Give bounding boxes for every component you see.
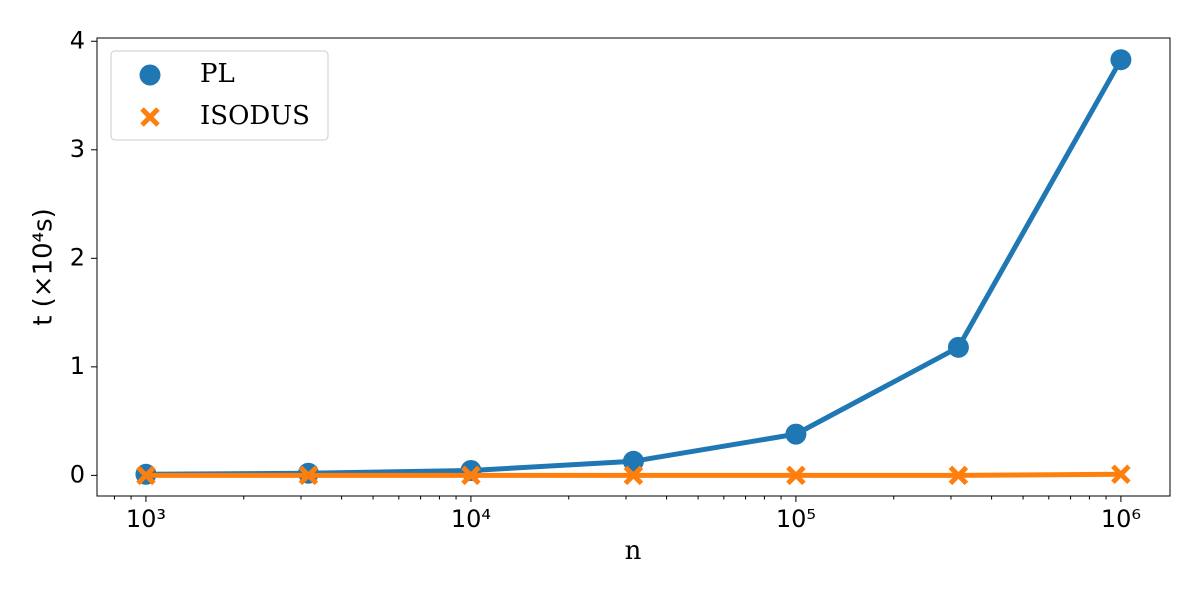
x-tick-label: 10⁵ bbox=[776, 505, 816, 533]
x-tick-label: 10⁶ bbox=[1101, 505, 1141, 533]
marker-circle bbox=[785, 423, 807, 445]
y-tick-label: 0 bbox=[70, 460, 85, 488]
marker-x bbox=[948, 465, 969, 486]
x-tick-label: 10³ bbox=[126, 505, 166, 533]
marker-circle bbox=[1110, 49, 1132, 71]
marker-x bbox=[1111, 464, 1131, 485]
legend-marker bbox=[139, 64, 161, 86]
y-axis-label: t (×10⁴s) bbox=[29, 208, 59, 326]
marker-x bbox=[623, 465, 644, 486]
legend-frame bbox=[110, 50, 329, 141]
legend-marker bbox=[140, 107, 160, 127]
legend-label: PL bbox=[200, 59, 235, 89]
y-tick-label: 4 bbox=[70, 26, 85, 54]
marker-x bbox=[786, 465, 806, 486]
y-tick-label: 3 bbox=[70, 135, 85, 163]
plot-frame bbox=[96, 37, 1171, 497]
marker-circle bbox=[947, 336, 969, 358]
x-tick-label: 10⁴ bbox=[451, 505, 491, 533]
x-axis-label: n bbox=[625, 536, 642, 566]
y-tick-label: 1 bbox=[70, 352, 85, 380]
marker-x bbox=[298, 465, 319, 486]
y-tick-label: 2 bbox=[70, 243, 85, 271]
marker-x bbox=[461, 465, 481, 486]
legend-label: ISODUS bbox=[200, 101, 310, 131]
marker-x bbox=[136, 465, 156, 486]
marker-circle bbox=[622, 450, 644, 472]
legend: PL ISODUS bbox=[110, 50, 329, 141]
